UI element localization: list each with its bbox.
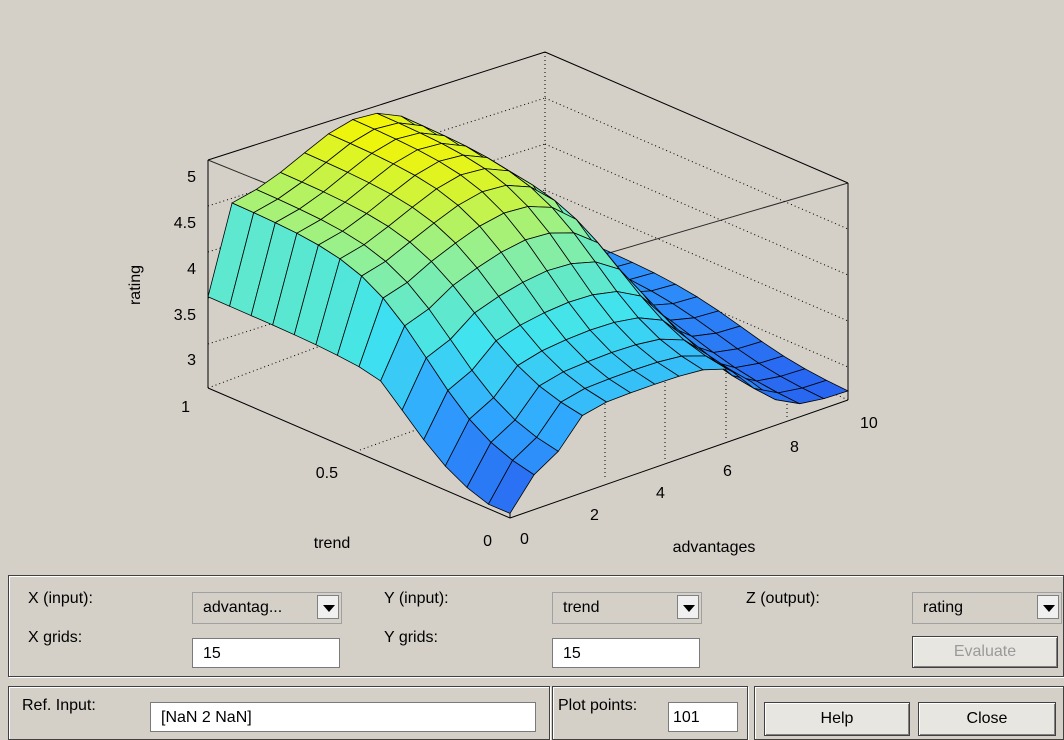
y-input-value: trend — [563, 599, 600, 616]
y-input-label: Y (input): — [384, 590, 449, 607]
x-tick-label: 6 — [723, 463, 732, 480]
x-grids-input[interactable]: 15 — [192, 638, 340, 668]
plot-points-field[interactable]: 101 — [668, 702, 738, 732]
y-axis-label: trend — [314, 535, 350, 552]
help-button[interactable]: Help — [764, 702, 910, 736]
ref-input-label: Ref. Input: — [22, 697, 96, 714]
y-input-select[interactable]: trend — [552, 592, 702, 624]
x-grids-label: X grids: — [28, 629, 83, 646]
evaluate-button[interactable]: Evaluate — [912, 636, 1058, 668]
axis-controls-panel — [8, 575, 1064, 677]
plot-points-label: Plot points: — [558, 697, 638, 714]
surface-mesh — [207, 112, 850, 514]
x-tick-label: 0 — [520, 531, 529, 548]
chevron-down-icon[interactable] — [1037, 595, 1059, 619]
y-grids-input[interactable]: 15 — [552, 638, 700, 668]
axis-ticks: 5 4.5 4 3.5 3 1 0.5 0 0 2 4 6 8 10 — [174, 169, 878, 550]
z-tick-label: 4.5 — [174, 215, 196, 232]
x-axis-label: advantages — [673, 539, 756, 556]
y-tick-label: 0 — [483, 533, 492, 550]
chevron-down-icon[interactable] — [317, 595, 339, 619]
surface-plot[interactable]: 5 4.5 4 3.5 3 1 0.5 0 0 2 4 6 8 10 rating trend advan… — [0, 0, 1064, 570]
x-tick-label: 4 — [656, 485, 665, 502]
chevron-down-icon[interactable] — [677, 595, 699, 619]
y-tick-label: 0.5 — [316, 465, 338, 482]
x-tick-label: 2 — [590, 507, 599, 524]
z-tick-label: 5 — [187, 169, 196, 186]
z-axis-label: rating — [127, 265, 144, 305]
x-tick-label: 8 — [790, 439, 799, 456]
z-output-select[interactable]: rating — [912, 592, 1062, 624]
x-input-select[interactable]: advantag... — [192, 592, 342, 624]
surface-plot-area: 5 4.5 4 3.5 3 1 0.5 0 0 2 4 6 8 10 rating trend advan… — [0, 0, 1064, 570]
x-input-label: X (input): — [28, 590, 93, 607]
z-tick-label: 3 — [187, 352, 196, 369]
surface-patch — [801, 379, 850, 400]
z-output-label: Z (output): — [746, 590, 820, 607]
x-tick-label: 10 — [860, 415, 878, 432]
z-tick-label: 4 — [187, 261, 196, 278]
x-input-value: advantag... — [203, 599, 283, 616]
y-tick-label: 1 — [181, 399, 190, 416]
y-grids-label: Y grids: — [384, 629, 438, 646]
ref-input-field[interactable]: [NaN 2 NaN] — [150, 702, 536, 732]
z-tick-label: 3.5 — [174, 307, 196, 324]
close-button[interactable]: Close — [918, 702, 1056, 736]
z-output-value: rating — [923, 599, 964, 616]
